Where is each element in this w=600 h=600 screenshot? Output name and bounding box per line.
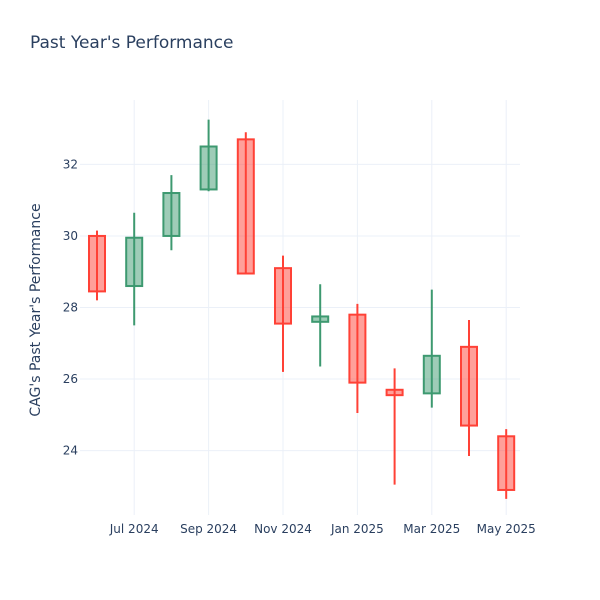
candle-oct-2024 xyxy=(236,132,255,275)
x-tick-label: Mar 2025 xyxy=(403,522,460,536)
grid-lines xyxy=(80,100,520,515)
candle-body xyxy=(236,138,255,275)
candle-dec-2024 xyxy=(311,284,330,367)
chart-title: Past Year's Performance xyxy=(30,33,234,53)
candle-body xyxy=(385,388,404,397)
x-tick-label: Jan 2025 xyxy=(330,522,384,536)
candle-body xyxy=(162,192,181,237)
candle-aug-2024 xyxy=(162,175,181,251)
candle-body xyxy=(497,435,516,491)
candle-body xyxy=(348,313,367,384)
x-tick-labels: Jul 2024 Sep 2024 Nov 2024 Jan 2025 Mar 2025… xyxy=(109,522,536,536)
candle-body xyxy=(274,267,292,325)
candle-jun-2024 xyxy=(88,230,106,301)
candle-body xyxy=(88,234,106,293)
y-tick-label: 24 xyxy=(63,444,78,458)
candle-mar-2025 xyxy=(422,289,441,408)
x-tick-label: Jul 2024 xyxy=(109,522,159,536)
candle-body xyxy=(311,315,330,323)
candle-jan-2025 xyxy=(348,303,367,414)
x-tick-label: Nov 2024 xyxy=(254,522,312,536)
candle-nov-2024 xyxy=(274,255,292,372)
x-tick-label: Sep 2024 xyxy=(180,522,237,536)
candle-body xyxy=(422,354,441,395)
y-tick-labels: 24 26 28 30 32 xyxy=(63,157,78,457)
candles xyxy=(88,119,516,499)
y-tick-label: 30 xyxy=(63,229,78,243)
y-tick-label: 28 xyxy=(63,301,78,315)
candle-body xyxy=(125,236,144,288)
x-tick-label: May 2025 xyxy=(477,522,536,536)
y-tick-label: 32 xyxy=(63,157,78,171)
candle-body xyxy=(199,145,218,191)
y-axis-title: CAG's Past Year's Performance xyxy=(28,203,44,416)
y-tick-label: 26 xyxy=(63,372,78,386)
candle-jul-2024 xyxy=(125,212,144,326)
candle-sep-2024 xyxy=(199,119,218,192)
candle-may-2025 xyxy=(497,429,516,499)
candle-body xyxy=(460,345,478,427)
candle-feb-2025 xyxy=(385,368,404,485)
candle-apr-2025 xyxy=(460,320,478,456)
